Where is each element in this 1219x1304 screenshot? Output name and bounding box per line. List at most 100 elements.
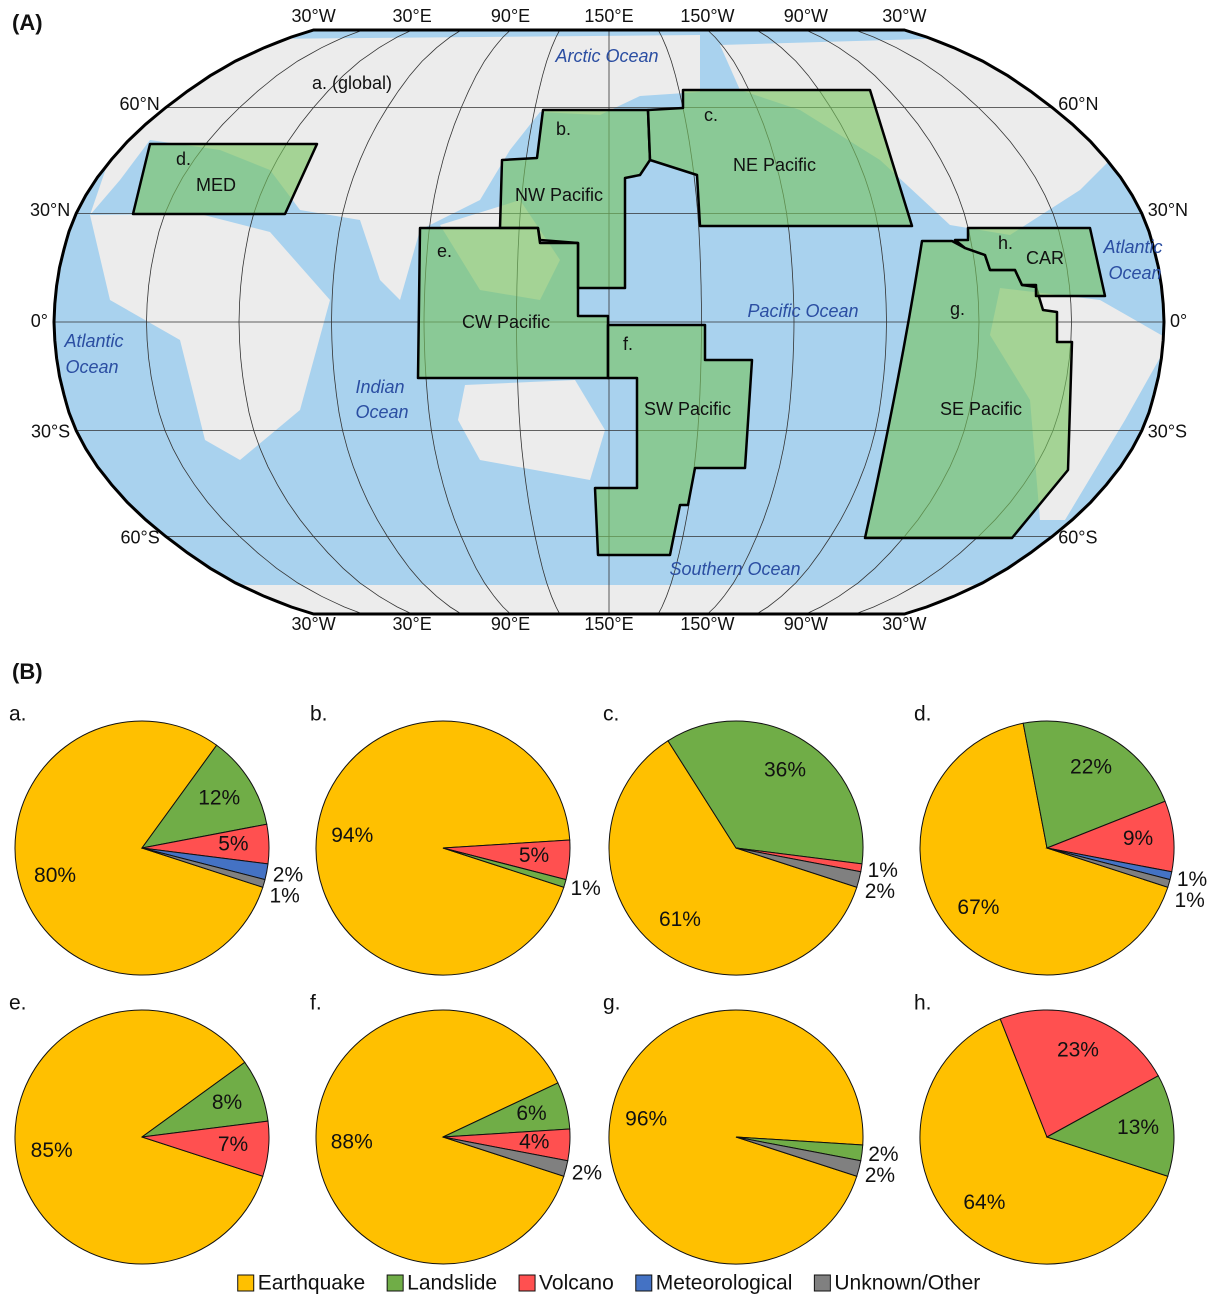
panel-label: (A) (12, 10, 43, 35)
panel-label: (B) (12, 659, 43, 684)
longitude-label: 150°W (680, 6, 734, 26)
latitude-label: 30°N (30, 200, 70, 220)
ocean-label: Arctic Ocean (554, 46, 658, 66)
legend-swatch (238, 1275, 254, 1291)
region-label: a. (global) (312, 73, 392, 93)
value-label: 85% (31, 1139, 73, 1162)
value-label: 7% (218, 1133, 248, 1156)
latitude-label: 0° (1170, 311, 1187, 331)
value-label: 2% (865, 880, 895, 903)
value-label: 23% (1057, 1039, 1099, 1062)
legend-label: Earthquake (258, 1272, 365, 1295)
value-label: 8% (212, 1091, 242, 1114)
value-label: 67% (957, 896, 999, 919)
value-label: 80% (34, 864, 76, 887)
longitude-label: 90°E (491, 6, 530, 26)
latitude-label: 0° (31, 311, 48, 331)
value-label: 5% (218, 833, 248, 856)
region-label: MED (196, 175, 236, 195)
ocean-label: Ocean (65, 357, 118, 377)
region-label: b. (556, 119, 571, 139)
pie-title: h. (914, 992, 932, 1015)
latitude-label: 30°S (1148, 421, 1187, 441)
value-label: 9% (1123, 827, 1153, 850)
latitude-label: 60°N (120, 94, 160, 114)
ocean-label: Atlantic (63, 331, 123, 351)
value-label: 36% (764, 758, 806, 781)
latitude-label: 30°S (31, 421, 70, 441)
value-label: 13% (1117, 1116, 1159, 1139)
longitude-label: 30°W (882, 6, 926, 26)
value-label: 2% (865, 1164, 895, 1187)
latitude-label: 60°S (1058, 527, 1097, 547)
longitude-label: 30°E (392, 614, 431, 634)
region-label: NW Pacific (515, 185, 603, 205)
pie-title: e. (9, 992, 27, 1015)
value-label: 96% (625, 1107, 667, 1130)
legend: Earthquake Landslide Volcano Meteorological… (238, 1272, 981, 1295)
latitude-label: 60°N (1058, 94, 1098, 114)
value-label: 1% (270, 884, 300, 907)
latitude-label: 30°N (1148, 200, 1188, 220)
value-label: 4% (519, 1130, 549, 1153)
legend-label: Volcano (539, 1272, 614, 1295)
region-label: SW Pacific (644, 399, 731, 419)
value-label: 61% (659, 908, 701, 931)
legend-label: Meteorological (656, 1272, 793, 1295)
legend-swatch (636, 1275, 652, 1291)
value-label: 94% (331, 824, 373, 847)
longitude-label: 90°E (491, 614, 530, 634)
region-label: c. (704, 105, 718, 125)
ocean-label: Indian (355, 377, 404, 397)
longitude-label: 150°E (584, 614, 633, 634)
region-label: h. (998, 233, 1013, 253)
value-label: 64% (963, 1191, 1005, 1214)
longitude-label: 150°W (680, 614, 734, 634)
value-label: 1% (1177, 868, 1207, 891)
longitude-label: 150°E (584, 6, 633, 26)
value-label: 5% (519, 844, 549, 867)
value-label: 1% (868, 859, 898, 882)
legend-swatch (814, 1275, 830, 1291)
ocean-label: Atlantic (1102, 237, 1162, 257)
value-label: 22% (1070, 755, 1112, 778)
region-label: f. (623, 334, 633, 354)
region-label: d. (176, 149, 191, 169)
region-label: SE Pacific (940, 399, 1022, 419)
ocean-label: Southern Ocean (669, 559, 800, 579)
pie-title: b. (310, 703, 328, 726)
longitude-label: 90°W (784, 6, 828, 26)
longitude-label: 30°W (292, 614, 336, 634)
pie-title: c. (603, 703, 619, 726)
longitude-label: 30°E (392, 6, 431, 26)
value-label: 2% (273, 863, 303, 886)
region-label: NE Pacific (733, 155, 816, 175)
value-label: 6% (516, 1102, 546, 1125)
region-label: CW Pacific (462, 312, 550, 332)
region-label: e. (437, 241, 452, 261)
region-label: CAR (1026, 248, 1064, 268)
region-label: g. (950, 299, 965, 319)
value-label: 1% (571, 877, 601, 900)
value-label: 12% (198, 787, 240, 810)
legend-swatch (519, 1275, 535, 1291)
ocean-label: Pacific Ocean (747, 301, 858, 321)
value-label: 88% (331, 1130, 373, 1153)
ocean-label: Ocean (355, 402, 408, 422)
value-label: 2% (868, 1143, 898, 1166)
legend-label: Landslide (407, 1272, 497, 1295)
legend-label: Unknown/Other (834, 1272, 980, 1295)
pie-title: g. (603, 992, 621, 1015)
ocean-label: Ocean (1108, 263, 1161, 283)
value-label: 1% (1175, 889, 1205, 912)
legend-swatch (387, 1275, 403, 1291)
longitude-label: 30°W (882, 614, 926, 634)
longitude-label: 30°W (292, 6, 336, 26)
latitude-label: 60°S (121, 527, 160, 547)
pie-charts: a.80%12%5%2%1%b.94%5%1%c.61%36%1%2%d.67%… (9, 703, 1207, 1264)
value-label: 2% (572, 1161, 602, 1184)
longitude-label: 90°W (784, 614, 828, 634)
pie-title: a. (9, 703, 27, 726)
pie-title: f. (310, 992, 322, 1015)
figure: (A) a. (global) b. NW Pacific c. NE Paci… (0, 0, 1219, 1304)
